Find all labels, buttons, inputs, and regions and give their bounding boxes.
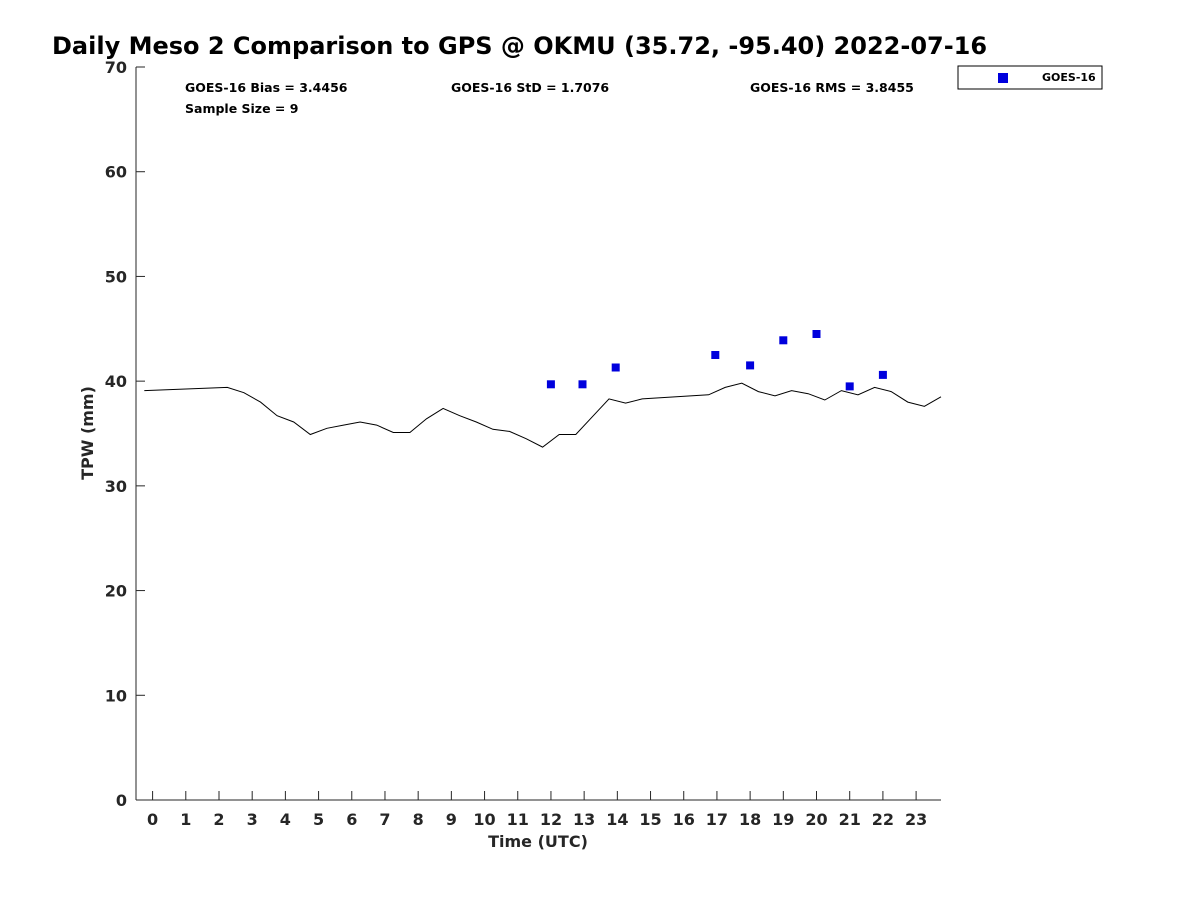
- x-tick-label: 13: [573, 810, 595, 829]
- y-tick-label: 60: [105, 163, 127, 182]
- x-tick-label: 23: [905, 810, 927, 829]
- stat-bias: GOES-16 Bias = 3.4456: [185, 80, 348, 95]
- x-tick-label: 3: [247, 810, 258, 829]
- goes16-point: [779, 336, 788, 345]
- y-tick-label: 20: [105, 582, 127, 601]
- x-tick-label: 7: [379, 810, 390, 829]
- x-tick-label: 5: [313, 810, 324, 829]
- stat-sample-size: Sample Size = 9: [185, 101, 298, 116]
- x-tick-label: 12: [540, 810, 562, 829]
- x-tick-label: 18: [739, 810, 761, 829]
- goes16-point: [845, 382, 854, 391]
- stat-std: GOES-16 StD = 1.7076: [451, 80, 609, 95]
- x-tick-label: 6: [346, 810, 357, 829]
- goes16-point: [546, 380, 555, 389]
- goes16-point: [711, 351, 720, 359]
- x-tick-label: 1: [180, 810, 191, 829]
- y-axis: 0 10 20 30 40 50 60 70: [105, 58, 145, 810]
- x-tick-label: 8: [413, 810, 424, 829]
- legend-marker-goes16: [998, 73, 1008, 83]
- x-axis: 0 1 2 3 4 5 6 7 8 9 10 11 12 13 14 15 16 17 18 19 20 21 22 23: [147, 791, 927, 829]
- x-tick-label: 21: [839, 810, 861, 829]
- y-tick-label: 40: [105, 372, 127, 391]
- legend-label-goes16: GOES-16: [1042, 71, 1096, 84]
- legend-box: [957, 65, 1103, 90]
- gps-tpw-line: [144, 382, 942, 448]
- y-tick-label: 70: [105, 58, 127, 77]
- series-layer: [144, 330, 942, 448]
- x-tick-label: 11: [507, 810, 529, 829]
- goes16-point: [878, 370, 887, 379]
- x-tick-label: 22: [872, 810, 894, 829]
- x-tick-label: 4: [280, 810, 291, 829]
- x-axis-label: Time (UTC): [488, 832, 588, 851]
- y-axis-label: TPW (mm): [78, 386, 97, 480]
- x-tick-label: 16: [673, 810, 695, 829]
- goes16-point: [611, 363, 620, 372]
- goes16-point: [578, 380, 587, 389]
- x-tick-label: 15: [639, 810, 661, 829]
- x-tick-label: 10: [473, 810, 495, 829]
- y-tick-label: 10: [105, 686, 127, 705]
- chart-title: Daily Meso 2 Comparison to GPS @ OKMU (3…: [52, 32, 987, 60]
- goes16-point: [812, 330, 821, 338]
- y-tick-label: 0: [116, 791, 127, 810]
- x-tick-label: 14: [606, 810, 628, 829]
- x-tick-label: 2: [213, 810, 224, 829]
- y-tick-label: 50: [105, 267, 127, 286]
- x-tick-label: 9: [446, 810, 457, 829]
- stat-rms: GOES-16 RMS = 3.8455: [750, 80, 914, 95]
- x-tick-label: 19: [772, 810, 794, 829]
- legend: GOES-16: [957, 65, 1103, 90]
- x-tick-label: 17: [706, 810, 728, 829]
- x-tick-label: 20: [805, 810, 827, 829]
- y-tick-label: 30: [105, 477, 127, 496]
- goes16-point: [746, 361, 755, 370]
- x-tick-label: 0: [147, 810, 158, 829]
- plot-area: [135, 67, 941, 801]
